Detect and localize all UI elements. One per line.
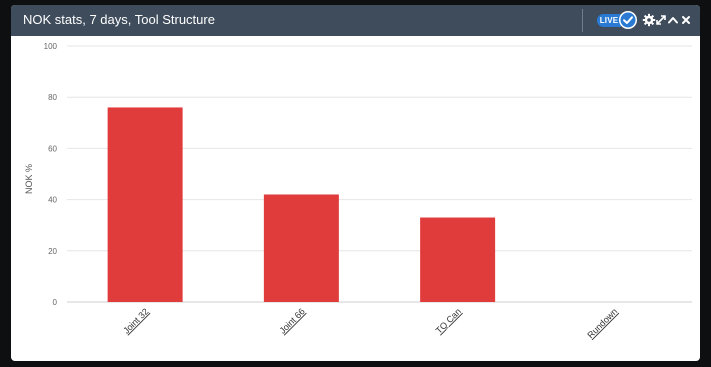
x-axis-ticks: Joint 32 Joint 66 TQ Can Rundown bbox=[121, 306, 619, 340]
y-axis-ticks: 0 20 40 60 80 100 bbox=[44, 42, 58, 307]
widget-title: NOK stats, 7 days, Tool Structure bbox=[23, 12, 215, 27]
gear-icon[interactable] bbox=[642, 13, 656, 27]
live-badge[interactable]: LIVE bbox=[597, 14, 621, 27]
x-tick-label[interactable]: Rundown bbox=[585, 306, 619, 340]
check-icon[interactable] bbox=[619, 11, 637, 29]
x-tick-label[interactable]: Joint 66 bbox=[277, 306, 306, 335]
y-tick-label: 100 bbox=[44, 42, 58, 51]
y-tick-label: 20 bbox=[48, 247, 57, 256]
x-tick-label[interactable]: Joint 32 bbox=[121, 306, 150, 335]
y-tick-label: 80 bbox=[48, 93, 57, 102]
collapse-icon[interactable] bbox=[666, 13, 680, 27]
bar-joint-66[interactable] bbox=[263, 194, 339, 302]
y-axis-label: NOK % bbox=[24, 164, 34, 194]
bar-tq-can[interactable] bbox=[420, 217, 496, 302]
expand-icon[interactable] bbox=[654, 13, 668, 27]
bar-chart: 0 20 40 60 80 100 Joint 32 Joint 66 TQ Can Rundo… bbox=[24, 42, 692, 340]
chart-bars bbox=[107, 107, 496, 302]
x-tick-label[interactable]: TQ Can bbox=[434, 306, 463, 335]
bar-joint-32[interactable] bbox=[107, 107, 183, 302]
y-tick-label: 0 bbox=[53, 298, 58, 307]
header-divider bbox=[582, 9, 583, 32]
close-icon[interactable] bbox=[679, 13, 693, 27]
y-tick-label: 60 bbox=[48, 144, 57, 153]
widget-header: NOK stats, 7 days, Tool Structure LIVE bbox=[11, 5, 700, 36]
y-tick-label: 40 bbox=[48, 196, 57, 205]
chart-widget: NOK stats, 7 days, Tool Structure LIVE bbox=[11, 5, 700, 361]
